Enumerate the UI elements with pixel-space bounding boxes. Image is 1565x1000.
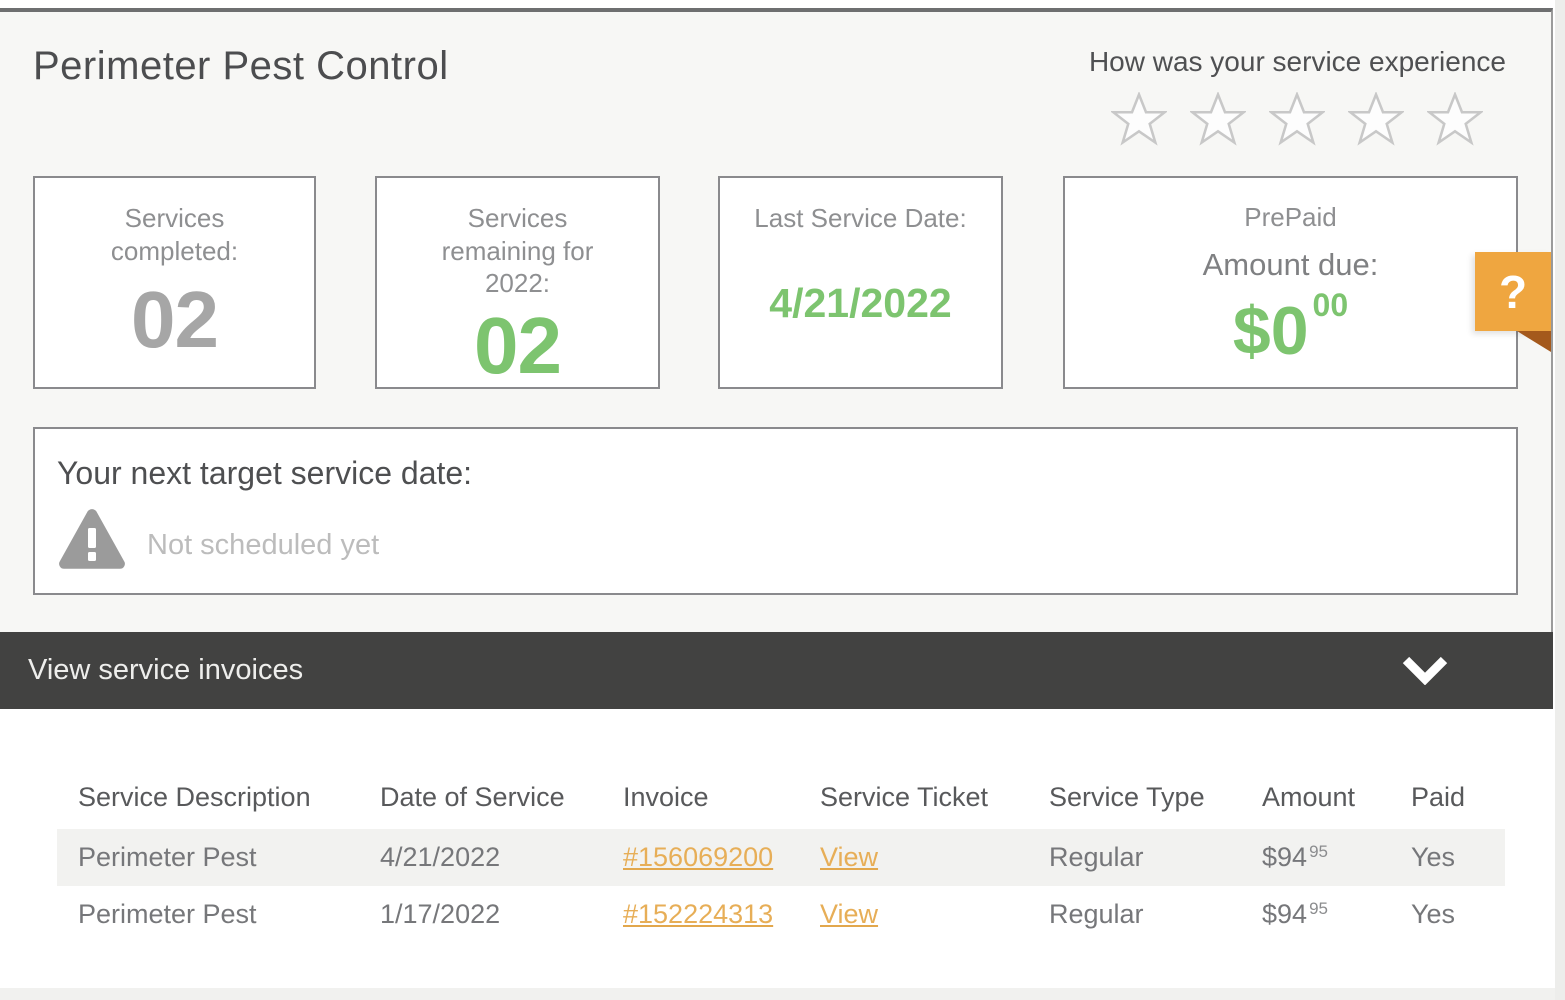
cell-service-description: Perimeter Pest [78, 899, 257, 929]
cell-amount: $94 95 [1262, 899, 1328, 929]
cell-service-type: Regular [1049, 899, 1144, 929]
services-completed-label: Services completed: [110, 203, 239, 266]
col-header-invoice: Invoice [623, 781, 709, 812]
amount-due-cents: 00 [1312, 286, 1349, 323]
cell-paid: Yes [1411, 899, 1456, 929]
services-remaining-card: Services remaining for 2022: 02 [375, 176, 660, 390]
cell-service-description: Perimeter Pest [78, 842, 257, 872]
services-completed-value: 02 [131, 275, 219, 364]
amount-due-label: Amount due: [1202, 247, 1379, 282]
view-service-invoices-label: View service invoices [28, 654, 304, 686]
next-service-heading: Your next target service date: [57, 455, 473, 491]
col-header-paid: Paid [1411, 781, 1466, 812]
service-ticket-view-link[interactable]: View [820, 842, 879, 872]
stat-cards: Services completed: 02 Services remainin… [33, 176, 1518, 390]
next-service-date-box: Your next target service date: Not sched… [33, 427, 1518, 595]
services-completed-card: Services completed: 02 [33, 176, 316, 389]
col-header-service-type: Service Type [1049, 781, 1205, 812]
services-remaining-label: Services remaining for 2022: [441, 203, 594, 298]
star-icon[interactable] [1348, 92, 1405, 146]
services-remaining-value: 02 [474, 300, 562, 390]
last-service-date-value: 4/21/2022 [769, 280, 952, 327]
service-ticket-view-link[interactable]: View [820, 899, 879, 929]
prepaid-amount-card: PrePaid Amount due: $0 00 [1063, 176, 1518, 389]
cell-amount: $94 95 [1262, 842, 1328, 872]
star-icon[interactable] [1190, 92, 1247, 146]
cell-date-of-service: 4/21/2022 [380, 842, 501, 872]
last-service-date-label: Last Service Date: [754, 203, 967, 233]
pest-control-panel: Perimeter Pest Control How was your serv… [0, 8, 1553, 997]
invoice-link[interactable]: #156069200 [623, 842, 774, 872]
view-service-invoices-bar[interactable]: View service invoices [0, 632, 1553, 709]
prepaid-label: PrePaid [1244, 202, 1337, 232]
star-icon[interactable] [1111, 92, 1168, 146]
star-icon[interactable] [1269, 92, 1326, 146]
amount-due-value: $0 00 [1232, 286, 1349, 369]
right-margin [1555, 0, 1565, 1000]
service-rating: How was your service experience [1089, 46, 1506, 146]
col-header-date-of-service: Date of Service [380, 781, 565, 812]
rating-question: How was your service experience [1088, 46, 1506, 77]
col-header-amount: Amount [1262, 781, 1356, 812]
bottom-margin [0, 988, 1565, 1000]
cell-date-of-service: 1/17/2022 [380, 899, 501, 929]
cell-service-type: Regular [1049, 842, 1144, 872]
invoice-link[interactable]: #152224313 [623, 899, 774, 929]
chevron-down-icon[interactable] [1402, 655, 1448, 686]
star-icon[interactable] [1427, 92, 1484, 146]
col-header-service-ticket: Service Ticket [820, 781, 989, 812]
table-header-row: Service Description Date of Service Invo… [57, 779, 1505, 815]
last-service-date-card: Last Service Date: 4/21/2022 [718, 176, 1003, 389]
page-title: Perimeter Pest Control [33, 44, 449, 88]
question-mark-icon: ? [1498, 265, 1528, 318]
next-service-status: Not scheduled yet [147, 529, 380, 561]
help-button[interactable]: ? [1475, 252, 1551, 331]
star-rating [1089, 92, 1506, 146]
table-row: Perimeter Pest 1/17/2022 #152224313 View… [57, 886, 1505, 943]
help-tab-fold [1517, 331, 1551, 352]
table-row: Perimeter Pest 4/21/2022 #156069200 View… [57, 829, 1505, 886]
cell-paid: Yes [1411, 842, 1456, 872]
invoices-table: Service Description Date of Service Invo… [0, 709, 1553, 997]
warning-triangle-icon [57, 506, 127, 570]
col-header-service-description: Service Description [78, 781, 311, 812]
